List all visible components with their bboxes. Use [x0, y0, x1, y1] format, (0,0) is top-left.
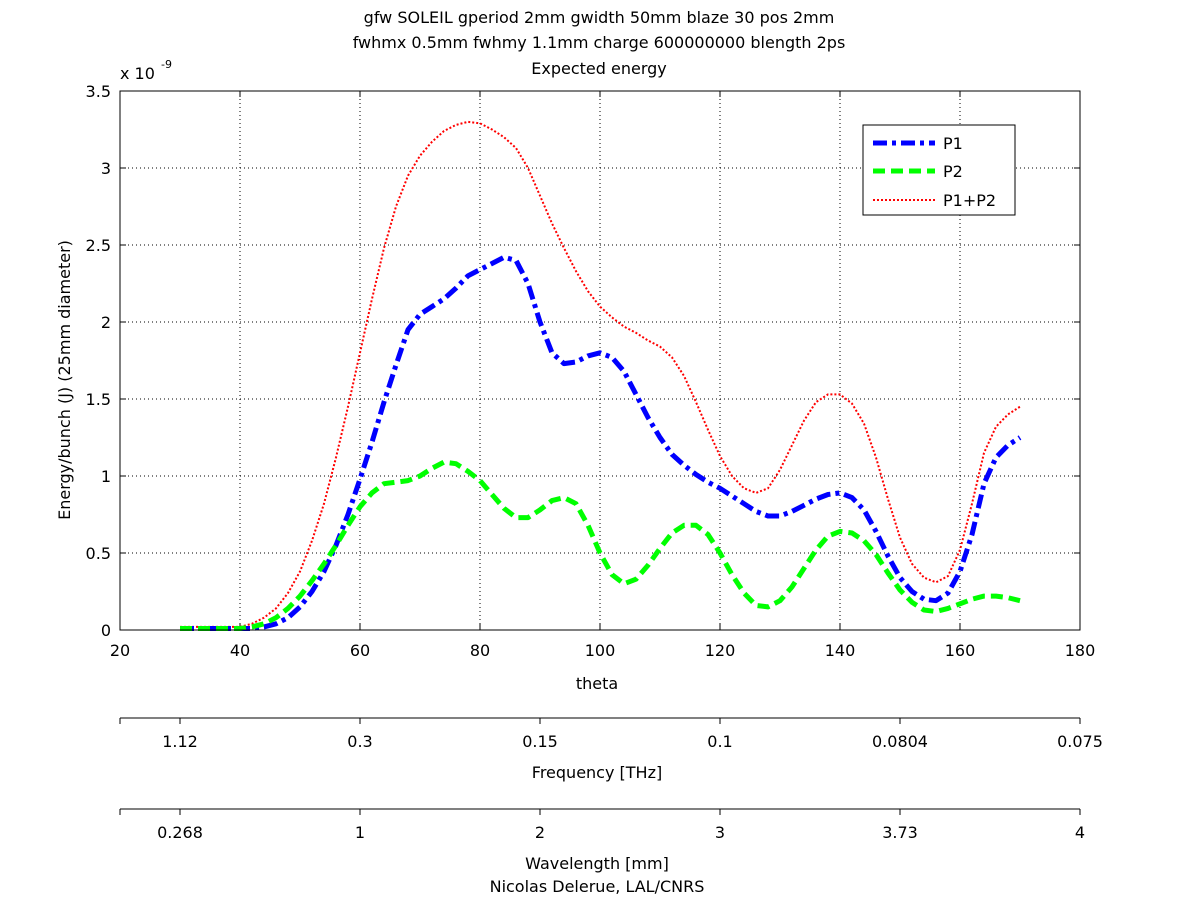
chart-title-line-1: gfw SOLEIL gperiod 2mm gwidth 50mm blaze…: [364, 8, 835, 27]
x-tick-label: 60: [350, 641, 370, 660]
x-tick-label: 160: [945, 641, 976, 660]
series-lines: [180, 120, 1022, 631]
x-tick-label: 140: [825, 641, 856, 660]
y-tick-label: 1: [101, 467, 111, 486]
y-tick-label: 2: [101, 313, 111, 332]
y-tick-label: 0: [101, 621, 111, 640]
y-tick-label: 3: [101, 159, 111, 178]
secondary-tick-label: 1: [355, 823, 365, 842]
secondary-tick-label: 3.73: [882, 823, 918, 842]
x-tick-label: 20: [110, 641, 130, 660]
secondary-axis-label-wavelength: Wavelength [mm]: [525, 854, 669, 873]
y-tick-label: 2.5: [86, 236, 111, 255]
secondary-tick-label: 0.1: [707, 732, 732, 751]
x-tick-label: 180: [1065, 641, 1096, 660]
x-tick-label: 120: [705, 641, 736, 660]
secondary-axis-label-frequency: Frequency [THz]: [532, 763, 662, 782]
secondary-tick-label: 0.268: [157, 823, 203, 842]
x-tick-label: 80: [470, 641, 490, 660]
series-line-p2: [180, 459, 1021, 631]
secondary-tick-label: 3: [715, 823, 725, 842]
secondary-tick-label: 0.0804: [872, 732, 928, 751]
series-line-p1: [180, 254, 1022, 631]
secondary-tick-label: 4: [1075, 823, 1085, 842]
y-tick-label: 3.5: [86, 82, 111, 101]
legend-entry-label: P2: [943, 162, 963, 181]
legend: P1 P2 P1+P2: [862, 124, 1016, 216]
legend-entry-label: P1+P2: [943, 191, 996, 210]
legend-box: [862, 124, 1016, 216]
secondary-axes: 1.12 0.3 0.15 0.1 0.0804 0.075 Frequency [THz]…: [119, 717, 1103, 873]
legend-entry-label: P1: [943, 134, 963, 153]
secondary-tick-label: 0.075: [1057, 732, 1103, 751]
y-multiplier-exponent: -9: [161, 58, 172, 71]
secondary-tick-label: 0.15: [522, 732, 558, 751]
y-axis-label: Energy/bunch (J) (25mm diameter): [55, 240, 74, 520]
footer-credit: Nicolas Delerue, LAL/CNRS: [490, 877, 705, 896]
x-axis-label: theta: [576, 674, 618, 693]
secondary-tick-label: 1.12: [162, 732, 198, 751]
x-tick-label: 100: [585, 641, 616, 660]
secondary-tick-label: 0.3: [347, 732, 372, 751]
chart-title-line-2: fwhmx 0.5mm fwhmy 1.1mm charge 600000000…: [353, 33, 846, 52]
tick-labels: 20 40 60 80 100 120 140 160 180 0 0.5 1 1.5 2 2.5 3 3.5: [86, 82, 1096, 660]
secondary-tick-label: 2: [535, 823, 545, 842]
plot-border: [119, 90, 1081, 631]
chart-title-line-3: Expected energy: [531, 59, 666, 78]
y-multiplier-label: x 10: [120, 64, 155, 83]
y-tick-label: 0.5: [86, 544, 111, 563]
x-tick-label: 40: [230, 641, 250, 660]
series-line-p1-plus-p2: [180, 120, 1021, 628]
y-tick-label: 1.5: [86, 390, 111, 409]
